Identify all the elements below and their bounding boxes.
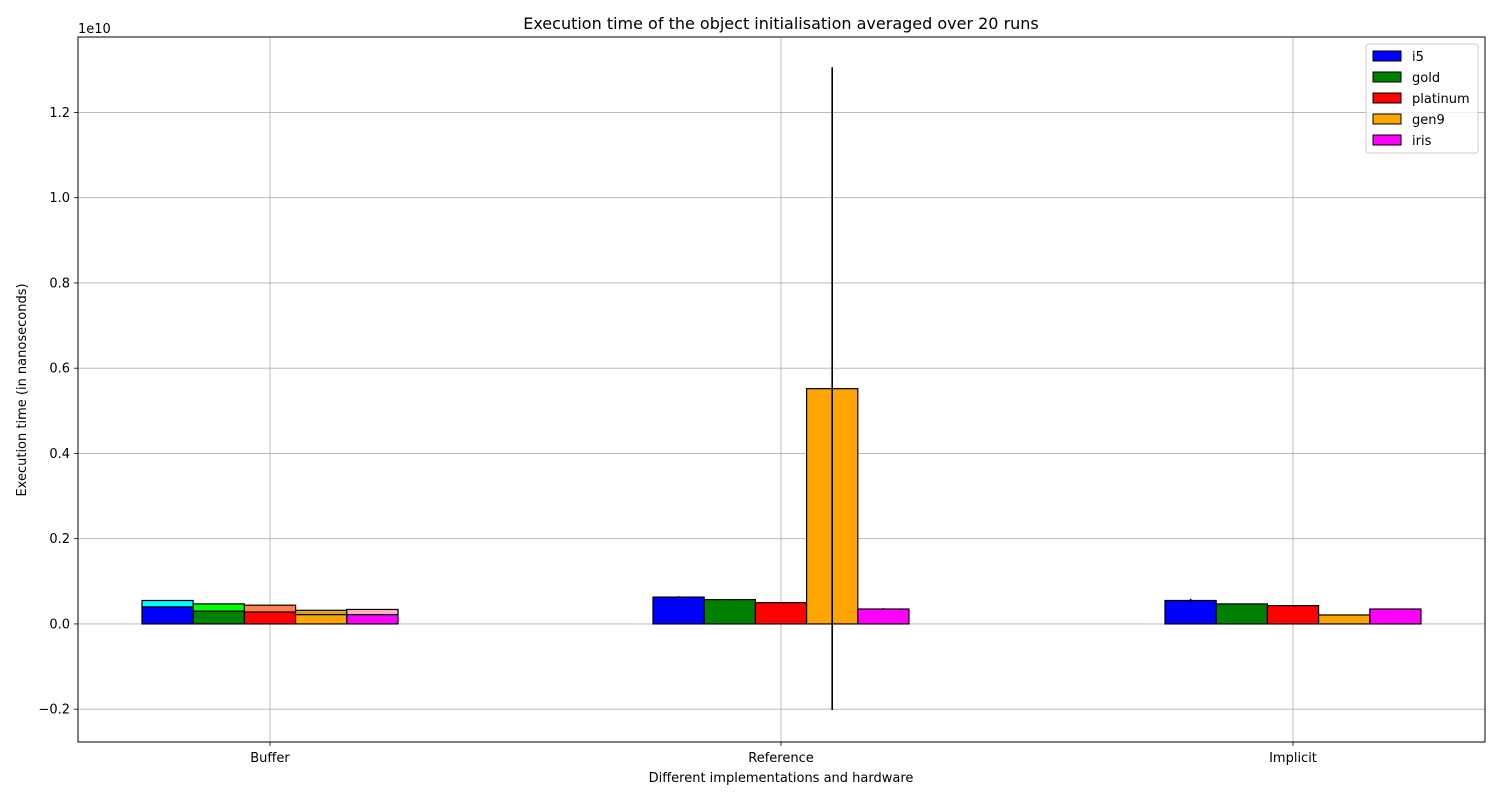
y-tick-label: 0.0: [49, 617, 70, 632]
offset-text: 1e10: [78, 22, 111, 37]
bar-iris-implicit: [1369, 608, 1422, 625]
bar-extra-iris-buffer: [346, 608, 399, 616]
bar-platinum-implicit: [1266, 605, 1320, 625]
y-tick-label: 1.0: [49, 191, 70, 206]
bar-platinum-buffer: [243, 611, 297, 625]
legend-swatch-platinum: [1372, 92, 1402, 104]
legend-label-iris: iris: [1412, 134, 1432, 149]
x-tick-label: Reference: [748, 751, 813, 766]
bar-extra-gen9-buffer: [295, 609, 348, 616]
bar-gold-implicit: [1215, 603, 1268, 625]
legend-label-i5: i5: [1412, 50, 1424, 65]
plot-frame: [77, 36, 1486, 743]
x-axis-label: Different implementations and hardware: [649, 771, 914, 786]
y-tick-label: 0.2: [49, 532, 70, 547]
legend: i5 gold platinum gen9 iris: [1365, 43, 1479, 154]
bar-iris-reference: [857, 608, 910, 625]
bar-gold-buffer: [192, 610, 245, 625]
error-bars: [166, 67, 1397, 711]
legend-label-platinum: platinum: [1412, 92, 1470, 107]
x-axis-ticks: Buffer Reference Implicit: [250, 742, 1317, 766]
legend-label-gen9: gen9: [1412, 113, 1445, 128]
bar-i5-implicit: [1164, 599, 1217, 625]
bar-extra-gold-buffer: [192, 603, 245, 612]
y-tick-label: −0.2: [38, 703, 70, 718]
bar-gen9-buffer: [295, 613, 348, 625]
bar-extra-platinum-buffer: [243, 604, 297, 613]
y-tick-label: 0.8: [49, 276, 70, 291]
chart-title: Execution time of the object initialisat…: [523, 14, 1039, 33]
bar-i5-reference: [652, 596, 705, 625]
bar-extra-i5-buffer: [141, 599, 194, 608]
bar-gold-reference: [703, 599, 757, 625]
legend-swatch-iris: [1372, 134, 1402, 146]
legend-swatch-gen9: [1372, 113, 1402, 125]
bar-platinum-reference: [754, 602, 808, 625]
legend-swatch-i5: [1372, 50, 1402, 62]
legend-label-gold: gold: [1412, 71, 1440, 86]
bar-gen9-implicit: [1317, 614, 1371, 625]
y-tick-label: 1.2: [49, 106, 70, 121]
y-tick-label: 0.6: [49, 362, 70, 377]
bar-iris-buffer: [346, 613, 399, 625]
x-tick-label: Buffer: [250, 751, 290, 766]
y-tick-label: 0.4: [49, 447, 70, 462]
x-tick-label: Implicit: [1269, 751, 1317, 766]
y-axis-label: Execution time (in nanoseconds): [15, 283, 30, 496]
y-axis-ticks: −0.2 0.0 0.2 0.4 0.6 0.8 1.0 1.2: [38, 106, 78, 718]
legend-swatch-gold: [1372, 71, 1402, 83]
legend-box: [1365, 43, 1479, 154]
bar-i5-buffer: [141, 606, 194, 625]
